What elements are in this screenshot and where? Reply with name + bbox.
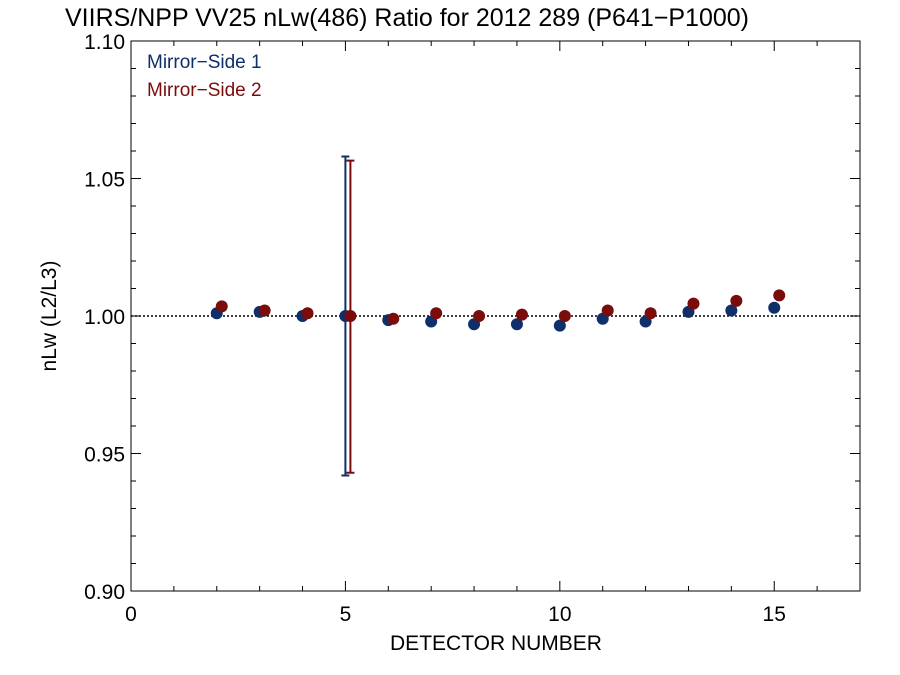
data-point xyxy=(515,308,528,321)
legend-entry: Mirror−Side 2 xyxy=(147,80,262,101)
data-point xyxy=(473,310,486,322)
chart-title: VIIRS/NPP VV25 nLw(486) Ratio for 2012 2… xyxy=(65,4,749,32)
data-point xyxy=(725,304,738,317)
legend: Mirror−Side 1 Mirror−Side 2 xyxy=(147,52,262,101)
data-points xyxy=(210,289,786,332)
y-tick-label: 0.90 xyxy=(84,581,125,604)
y-tick-label: 1.00 xyxy=(84,306,125,329)
axis-ticks xyxy=(130,40,861,592)
y-axis-label: nLw (L2/L3) xyxy=(38,261,61,372)
data-point xyxy=(510,318,523,331)
data-point xyxy=(553,319,566,332)
data-point xyxy=(301,307,314,320)
data-point xyxy=(687,297,700,310)
data-point xyxy=(768,301,781,314)
y-tick-label: 1.10 xyxy=(84,31,125,54)
data-point xyxy=(215,300,228,313)
x-tick-label: 5 xyxy=(340,603,352,626)
x-axis-label: DETECTOR NUMBER xyxy=(390,632,602,655)
x-tick-label: 0 xyxy=(125,603,137,626)
y-tick-label: 1.05 xyxy=(84,169,125,192)
data-point xyxy=(558,310,571,322)
data-point xyxy=(644,307,657,320)
legend-entry: Mirror−Side 1 xyxy=(147,52,262,73)
y-tick-label: 0.95 xyxy=(84,444,125,467)
data-point xyxy=(344,310,357,322)
data-point xyxy=(387,312,400,325)
x-tick-label: 10 xyxy=(548,603,571,626)
data-point xyxy=(430,307,443,320)
data-point xyxy=(773,289,786,302)
data-point xyxy=(601,304,614,317)
data-point xyxy=(258,304,271,317)
data-point xyxy=(730,294,743,307)
x-tick-label: 15 xyxy=(763,603,786,626)
axis-tick-labels: 0 5 10 15 0.90 0.95 1.00 1.05 1.10 xyxy=(84,31,786,626)
